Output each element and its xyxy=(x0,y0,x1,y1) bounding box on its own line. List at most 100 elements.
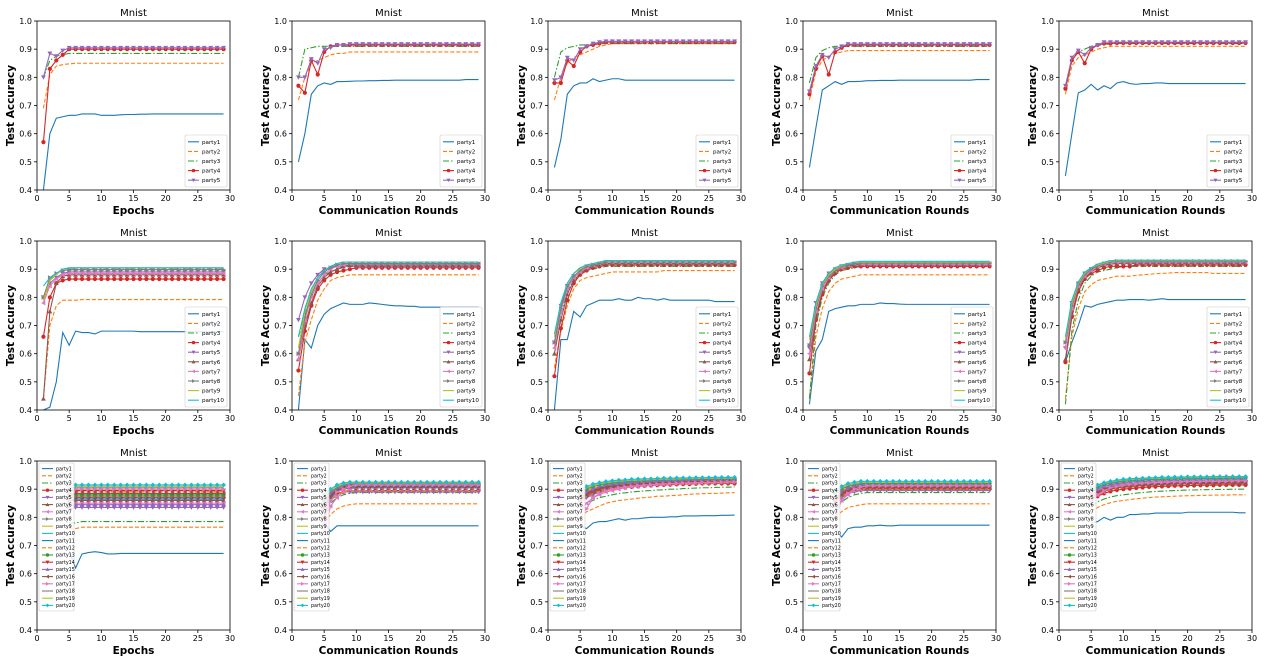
x-tick-label: 30 xyxy=(225,414,235,423)
data-point xyxy=(878,483,883,489)
x-tick-label: 15 xyxy=(128,634,138,643)
data-point xyxy=(309,57,315,62)
data-point xyxy=(635,476,641,482)
data-point xyxy=(79,505,85,510)
y-tick-label: 0.6 xyxy=(1041,350,1054,359)
y-axis-label: Test Accuracy xyxy=(516,65,528,146)
chart-title: Mnist xyxy=(1142,448,1169,459)
data-point xyxy=(1171,481,1177,487)
legend-entry-party5: party5 xyxy=(1224,350,1243,356)
data-point xyxy=(98,502,104,507)
chart-panel-3: Mnist 0 5 10 15 20 25 30 0.4 0.5 0.6 0.7 0.8 0.9 1.0 Co… xyxy=(516,8,746,217)
data-point xyxy=(616,477,621,483)
data-point xyxy=(137,270,142,276)
data-point xyxy=(92,505,98,510)
y-axis-label: Test Accuracy xyxy=(1027,285,1039,366)
data-point xyxy=(189,505,194,510)
data-point xyxy=(157,276,162,282)
data-point xyxy=(137,505,143,510)
data-point xyxy=(437,42,443,47)
data-point xyxy=(1063,340,1068,345)
legend-entry-party8: party8 xyxy=(311,517,327,523)
legend-entry-party5: party5 xyxy=(713,178,732,184)
x-tick-label: 15 xyxy=(895,194,905,203)
data-point xyxy=(182,502,188,507)
data-point xyxy=(648,482,654,488)
data-point xyxy=(47,295,52,300)
y-tick-label: 0.5 xyxy=(19,598,32,607)
y-tick-label: 0.6 xyxy=(19,570,32,579)
data-point xyxy=(450,479,456,485)
y-tick-label: 1.0 xyxy=(1041,457,1054,466)
legend-entry-party3: party3 xyxy=(202,331,221,337)
data-point xyxy=(79,270,84,276)
data-point xyxy=(1229,40,1235,45)
x-tick-label: 10 xyxy=(862,194,872,203)
data-point xyxy=(143,490,149,496)
data-point xyxy=(392,490,398,495)
data-point xyxy=(699,475,705,481)
legend-entry-party19: party19 xyxy=(1078,596,1097,602)
legend-box xyxy=(804,462,841,612)
series-group xyxy=(577,474,737,530)
data-point xyxy=(60,278,65,283)
legend-marker xyxy=(1067,581,1071,586)
data-point xyxy=(609,478,615,484)
data-point xyxy=(1101,40,1107,45)
data-point xyxy=(412,490,418,495)
x-axis-label: Communication Rounds xyxy=(830,645,970,657)
data-point xyxy=(328,486,334,492)
y-tick-label: 0.7 xyxy=(530,542,543,551)
series-line-party2 xyxy=(298,274,479,396)
legend-marker xyxy=(556,488,560,492)
y-tick-label: 0.8 xyxy=(19,73,32,82)
data-point xyxy=(86,505,91,510)
y-tick-label: 0.9 xyxy=(530,265,543,274)
data-point xyxy=(73,502,78,507)
data-point xyxy=(41,300,46,306)
legend-marker xyxy=(556,517,561,521)
data-point xyxy=(1243,478,1248,484)
legend-entry-party5: party5 xyxy=(968,350,987,356)
legend-entry-party7: party7 xyxy=(1224,369,1243,375)
data-point xyxy=(1223,478,1229,484)
x-tick-label: 15 xyxy=(639,414,649,423)
series-line-party10 xyxy=(809,260,990,337)
legend-marker xyxy=(45,581,50,586)
data-point xyxy=(66,45,72,51)
data-point xyxy=(150,505,156,510)
data-point xyxy=(437,490,443,495)
data-point xyxy=(99,276,104,282)
legend-entry-party4: party4 xyxy=(457,169,476,175)
data-point xyxy=(405,42,411,47)
chart-panel-13: Mnist 0 5 10 15 20 25 30 0.4 0.5 0.6 0.7 0.8 0.9 1.0 Co… xyxy=(516,448,746,657)
y-tick-label: 0.6 xyxy=(530,350,543,359)
data-point xyxy=(360,490,366,495)
data-point xyxy=(641,476,647,482)
x-tick-label: 25 xyxy=(704,194,714,203)
data-point xyxy=(961,42,967,47)
data-point xyxy=(596,486,602,492)
data-point xyxy=(328,269,334,274)
legend-marker xyxy=(300,502,305,507)
legend-entry-party4: party4 xyxy=(713,341,732,347)
data-point xyxy=(111,502,117,507)
data-point xyxy=(622,39,628,44)
y-tick-label: 1.0 xyxy=(530,17,543,26)
data-point xyxy=(470,42,475,47)
legend-marker xyxy=(556,502,561,507)
x-tick-label: 25 xyxy=(448,634,458,643)
data-point xyxy=(373,42,379,47)
legend-entry-party5: party5 xyxy=(202,350,221,356)
data-point xyxy=(156,490,162,496)
data-point xyxy=(1211,478,1216,484)
legend-entry-party10: party10 xyxy=(713,398,735,404)
data-point xyxy=(347,479,353,485)
x-tick-label: 0 xyxy=(290,634,295,643)
legend-marker xyxy=(1213,359,1217,364)
y-tick-label: 1.0 xyxy=(19,237,32,246)
y-tick-label: 0.5 xyxy=(1041,598,1054,607)
data-point xyxy=(463,42,469,47)
legend-marker xyxy=(702,340,706,345)
